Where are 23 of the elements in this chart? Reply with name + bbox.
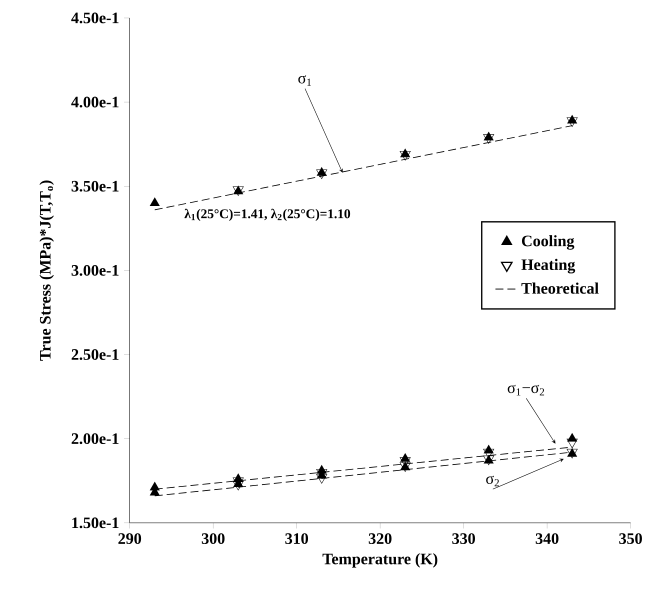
y-tick-label: 4.50e-1 [71,12,119,24]
x-tick-label: 350 [619,533,642,544]
x-tick-label: 300 [202,533,225,544]
y-tick-label: 3.50e-1 [72,180,119,192]
y-tick-label: 3.00e-1 [72,265,119,276]
y-tick-label: 2.50e-1 [72,349,119,360]
x-axis-title: Temperature (K) [322,553,438,568]
annotation: σ$_{2}$ [486,476,499,486]
y-axis-title: True Stress (MPa)*J(T,T$_{o}$) [39,180,54,361]
x-tick-label: 340 [536,533,558,544]
legend-label: Cooling [522,235,574,250]
x-tick-label: 310 [285,533,308,544]
x-tick-label: 320 [368,533,392,544]
legend-label: Heating [521,258,576,274]
annotation: σ$_{1}$−σ$_{2}$ [508,384,544,396]
y-tick-label: 1.50e-1 [72,518,119,528]
annotation: σ$_{1}$ [298,75,312,86]
y-tick-label: 4.00e-1 [71,96,119,108]
y-tick-label: 2.00e-1 [72,433,119,444]
x-tick-label: 330 [452,533,475,544]
annotation: λ$_{1}$(25°C)=1.41, λ$_{2}$(25°C)=1.10 [184,208,350,222]
x-tick-label: 290 [118,533,142,544]
legend-label: Theoretical [521,282,599,294]
